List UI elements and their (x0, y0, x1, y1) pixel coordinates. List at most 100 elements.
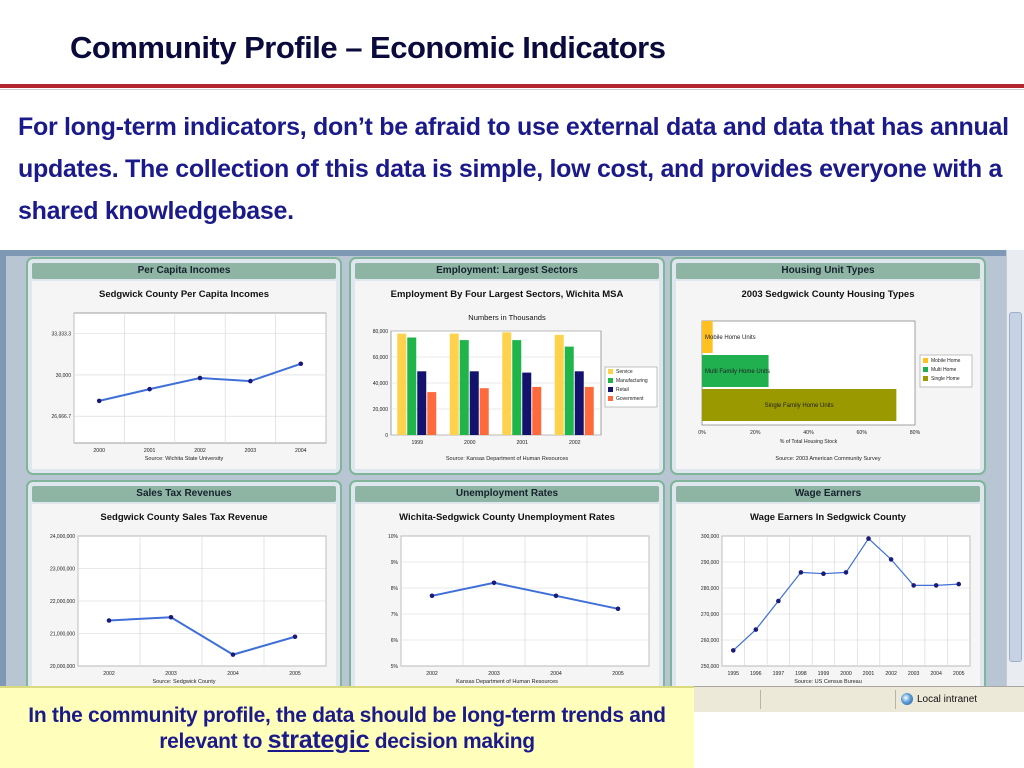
y-tick-label: 280,000 (701, 586, 719, 592)
chart-source: Source: 2003 American Community Survey (775, 456, 880, 462)
chart-title: Sedgwick County Per Capita Incomes (99, 289, 269, 300)
legend-swatch (923, 376, 928, 381)
y-tick-label: 26,666.7 (52, 414, 72, 420)
bar (417, 371, 427, 435)
x-tick-label: 1998 (795, 671, 807, 677)
bar (564, 346, 574, 435)
panel-header: Per Capita Incomes (32, 263, 336, 279)
scrollbar-thumb[interactable] (1009, 312, 1022, 662)
bar (449, 333, 459, 435)
legend-box (919, 354, 973, 388)
data-point (429, 593, 435, 599)
data-point (753, 627, 759, 632)
chart-panel: Sales Tax Revenues Sedgwick County Sales … (26, 480, 342, 698)
legend-label: Government (616, 396, 644, 402)
legend-label: Multi Home (931, 367, 957, 373)
x-tick-label: 2000 (93, 448, 105, 454)
chart-panel: Employment: Largest Sectors Employment By… (349, 257, 665, 475)
title-divider-shadow (0, 89, 1024, 90)
chart-panel: Wage Earners Wage Earners In Sedgwick Cou… (670, 480, 986, 698)
data-point (776, 598, 781, 604)
panel-header: Unemployment Rates (355, 486, 659, 502)
data-point (248, 378, 253, 384)
data-point (106, 618, 112, 623)
legend-swatch (608, 396, 613, 401)
data-point (911, 583, 916, 588)
callout-part2: decision making (374, 730, 535, 753)
chart-svg: Source: 2003 American Community Survey 0%… (698, 320, 973, 462)
data-point (730, 648, 736, 653)
panel-body: 2003 Sedgwick County Housing Types Source… (676, 281, 980, 469)
panel-body: Employment By Four Largest Sectors, Wich… (355, 281, 659, 469)
data-point (147, 386, 152, 392)
bar (532, 386, 542, 435)
dashboard-screenshot: Per Capita Incomes Sedgwick County Per Ca… (0, 250, 1024, 712)
chart-title: Employment By Four Largest Sectors, Wich… (390, 289, 624, 300)
x-tick-label: 2001 (144, 448, 156, 454)
chart-source: Source: Sedgwick County (153, 679, 216, 685)
y-tick-label: 7% (391, 612, 399, 618)
data-point (615, 606, 621, 612)
x-tick-label: 60% (857, 430, 868, 436)
y-tick-label: 23,000,000 (50, 567, 75, 573)
data-point (866, 536, 871, 541)
chart-svg: Kansas Department of Human Resources 5% 6%… (388, 534, 650, 685)
bar-label: Mobile Home Units (705, 335, 756, 341)
legend-swatch (923, 358, 928, 363)
bar (584, 386, 594, 435)
x-axis-label: % of Total Housing Stock (780, 439, 838, 445)
bar (522, 372, 532, 435)
y-tick-label: 20,000,000 (50, 664, 75, 670)
bar (459, 340, 469, 435)
bar-label: Multi Family Home Units (705, 369, 770, 375)
y-tick-label: 270,000 (701, 612, 719, 618)
panel-header: Sales Tax Revenues (32, 486, 336, 502)
y-tick-label: 6% (391, 638, 399, 644)
x-tick-label: 1999 (411, 440, 423, 446)
status-separator (895, 690, 896, 709)
chart-panel: Per Capita Incomes Sedgwick County Per Ca… (26, 257, 342, 475)
legend-label: Manufacturing (616, 378, 648, 384)
x-tick-label: 1996 (750, 671, 762, 677)
intro-text: For long-term indicators, don’t be afrai… (18, 113, 1009, 225)
data-point (888, 557, 894, 562)
legend-swatch (923, 367, 928, 372)
plot-area (721, 535, 971, 667)
legend-swatch (608, 378, 613, 383)
callout-text: In the community profile, the data shoul… (0, 688, 694, 754)
chart-source: Source: Wichita State University (145, 456, 224, 462)
panel-body: Wichita-Sedgwick County Unemployment Rat… (355, 504, 659, 692)
x-tick-label: 2001 (516, 440, 528, 446)
chart-title: Wage Earners In Sedgwick County (750, 512, 906, 523)
y-tick-label: 80,000 (373, 329, 389, 335)
x-tick-label: 2002 (426, 671, 438, 677)
x-tick-label: 2004 (227, 671, 239, 677)
y-tick-label: 300,000 (701, 534, 719, 540)
bar (702, 355, 769, 387)
panel-body: Sedgwick County Sales Tax Revenue Source:… (32, 504, 336, 692)
bar (479, 388, 489, 435)
data-point (96, 398, 102, 404)
chart-source: Source: Kansas Department of Human Resou… (446, 456, 569, 462)
y-tick-label: 5% (391, 664, 399, 670)
bar (407, 337, 417, 435)
legend-label: Mobile Home (931, 358, 961, 364)
callout-note: In the community profile, the data shoul… (0, 686, 694, 768)
vertical-scrollbar[interactable] (1006, 250, 1024, 690)
bar (469, 371, 479, 435)
x-tick-label: 2004 (550, 671, 562, 677)
x-tick-label: 2005 (289, 671, 301, 677)
y-tick-label: 20,000 (373, 407, 389, 413)
x-tick-label: 2004 (295, 448, 307, 454)
chart-panel: Housing Unit Types 2003 Sedgwick County H… (670, 257, 986, 475)
dashboard-area: Per Capita Incomes Sedgwick County Per Ca… (6, 256, 1014, 702)
legend-label: Single Home (931, 376, 960, 382)
y-tick-label: 0 (385, 433, 388, 439)
chart-svg: Source: Sedgwick County 20,000,000 21,000,… (50, 534, 327, 685)
callout-strategic: strategic (267, 726, 370, 754)
title-divider (0, 84, 1024, 88)
chart-svg: Source: Kansas Department of Human Resou… (373, 329, 658, 462)
bar-label: Single Family Home Units (765, 403, 834, 409)
bar (512, 340, 522, 435)
